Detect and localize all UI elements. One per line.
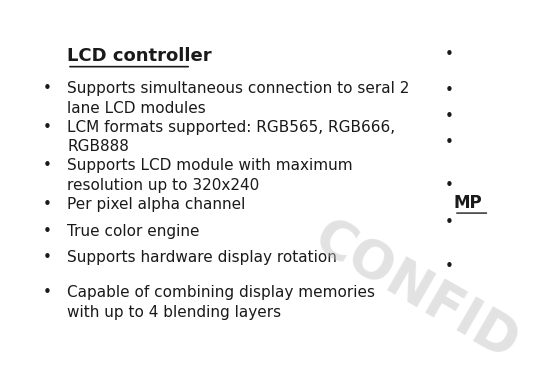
Text: LCM formats supported: RGB565, RGB666,
RGB888: LCM formats supported: RGB565, RGB666, R… bbox=[67, 120, 395, 154]
Text: MP: MP bbox=[454, 194, 483, 212]
Text: •: • bbox=[444, 83, 453, 97]
Text: •: • bbox=[42, 285, 51, 300]
Text: •: • bbox=[444, 215, 453, 230]
Text: •: • bbox=[444, 136, 453, 151]
Text: Supports hardware display rotation: Supports hardware display rotation bbox=[67, 250, 337, 265]
Text: •: • bbox=[42, 197, 51, 212]
Text: Supports LCD module with maximum
resolution up to 320x240: Supports LCD module with maximum resolut… bbox=[67, 159, 353, 193]
Text: •: • bbox=[444, 178, 453, 193]
Text: CONFID: CONFID bbox=[305, 211, 528, 370]
Text: True color engine: True color engine bbox=[67, 223, 200, 239]
Text: Capable of combining display memories
with up to 4 blending layers: Capable of combining display memories wi… bbox=[67, 285, 375, 320]
Text: Supports simultaneous connection to seral 2
lane LCD modules: Supports simultaneous connection to sera… bbox=[67, 81, 410, 116]
Text: •: • bbox=[42, 250, 51, 265]
Text: •: • bbox=[444, 109, 453, 124]
Text: •: • bbox=[444, 47, 453, 62]
Text: LCD controller: LCD controller bbox=[67, 47, 212, 65]
Text: •: • bbox=[42, 81, 51, 96]
Text: •: • bbox=[444, 259, 453, 274]
Text: •: • bbox=[42, 159, 51, 173]
Text: •: • bbox=[42, 120, 51, 134]
Text: •: • bbox=[42, 223, 51, 239]
Text: Per pixel alpha channel: Per pixel alpha channel bbox=[67, 197, 245, 212]
